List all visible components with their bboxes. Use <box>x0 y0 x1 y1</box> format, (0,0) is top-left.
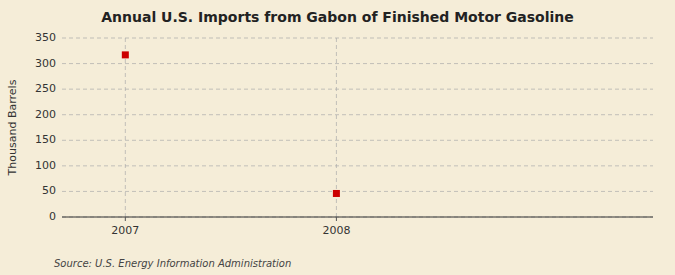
point <box>333 190 340 197</box>
y-axis-label: Thousand Barrels <box>6 79 19 176</box>
y-grid-line <box>62 165 653 166</box>
y-tick-label: 350 <box>35 31 56 44</box>
x-tick <box>125 217 126 221</box>
y-axis: 0 50 100 150 200 250 300 350 <box>35 31 56 223</box>
y-tick-label: 150 <box>35 133 56 146</box>
chart: 0 50 100 150 200 250 300 350 2007 2008 Annual U.S.… <box>0 0 675 275</box>
x-tick-label: 2007 <box>111 224 139 237</box>
title: Annual U.S. Imports from Gabon of Finish… <box>101 9 574 25</box>
y-grid-line <box>62 89 653 90</box>
y-tick-label: 0 <box>49 210 56 223</box>
y-grid-line <box>62 38 653 39</box>
x-axis: 2007 2008 <box>62 217 653 237</box>
chart-container: 0 50 100 150 200 250 300 350 2007 2008 Annual U.S.… <box>0 0 675 275</box>
y-tick-label: 250 <box>35 82 56 95</box>
points <box>122 51 340 197</box>
point <box>122 51 129 58</box>
y-tick-label: 200 <box>35 108 56 121</box>
x-tick <box>336 217 337 221</box>
y-tick-label: 100 <box>35 159 56 172</box>
y-tick-label: 300 <box>35 57 56 70</box>
y-grid-line <box>62 114 653 115</box>
x-axis-line <box>62 217 653 218</box>
grid <box>62 38 653 217</box>
y-grid-line <box>62 140 653 141</box>
background <box>0 0 675 275</box>
x-tick-label: 2008 <box>322 224 350 237</box>
x-grid-line <box>125 38 126 217</box>
y-grid-line <box>62 217 653 218</box>
y-grid-line <box>62 63 653 64</box>
source-note: Source: U.S. Energy Information Administ… <box>54 258 291 269</box>
y-tick-label: 50 <box>42 184 56 197</box>
y-grid-line <box>62 191 653 192</box>
